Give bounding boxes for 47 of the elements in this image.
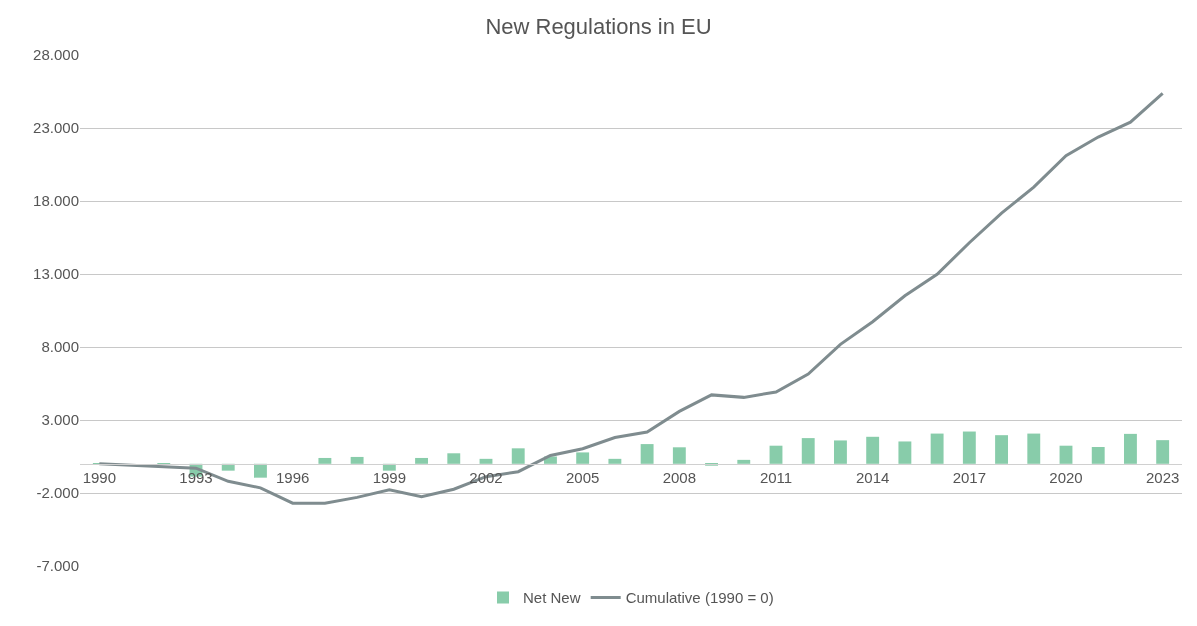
legend-label: Net New — [523, 589, 581, 607]
bar — [930, 433, 944, 464]
x-tick-label: 2023 — [1145, 468, 1180, 486]
x-tick-label: 2014 — [855, 468, 890, 486]
x-tick-label: 1993 — [179, 468, 213, 486]
bar — [608, 458, 622, 464]
bar — [737, 459, 751, 464]
bar — [962, 431, 976, 464]
bar — [834, 440, 847, 464]
bar — [479, 458, 493, 464]
bar — [1156, 440, 1170, 464]
bar — [254, 463, 267, 478]
y-tick-label: 13.000 — [33, 265, 79, 283]
bar — [350, 456, 364, 464]
bar — [1027, 433, 1041, 464]
y-tick-label: 28.000 — [33, 46, 79, 64]
y-tick-label: 23.000 — [33, 119, 79, 137]
legend-label: Cumulative (1990 = 0) — [625, 589, 774, 607]
bar — [511, 448, 525, 464]
bar — [1124, 433, 1137, 464]
y-tick-label: -2.000 — [36, 484, 79, 502]
bar — [576, 452, 590, 464]
x-tick-label: 2017 — [952, 468, 987, 486]
bar — [672, 447, 686, 464]
x-tick-label: 2011 — [759, 468, 793, 486]
y-tick-label: 3.000 — [41, 411, 79, 429]
bar — [1059, 445, 1073, 464]
bar — [415, 457, 428, 464]
x-tick-label: 2020 — [1049, 468, 1083, 486]
bar — [640, 444, 654, 464]
x-tick-label: 1990 — [82, 468, 117, 486]
bar — [995, 435, 1008, 464]
y-tick-label: 18.000 — [33, 192, 79, 210]
x-tick-label: 2005 — [565, 468, 600, 486]
x-tick-label: 1996 — [275, 468, 310, 486]
bar — [318, 457, 332, 464]
bar — [1091, 447, 1105, 464]
chart-title: New Regulations in EU — [485, 14, 712, 40]
x-tick-label: 2008 — [662, 468, 697, 486]
bar — [447, 453, 461, 464]
y-tick-label: -7.000 — [36, 557, 79, 575]
bar — [866, 436, 880, 464]
bar — [801, 438, 815, 464]
bar — [898, 441, 912, 464]
bar — [769, 445, 783, 464]
x-tick-label: 1999 — [372, 468, 407, 486]
y-tick-label: 8.000 — [41, 338, 79, 356]
